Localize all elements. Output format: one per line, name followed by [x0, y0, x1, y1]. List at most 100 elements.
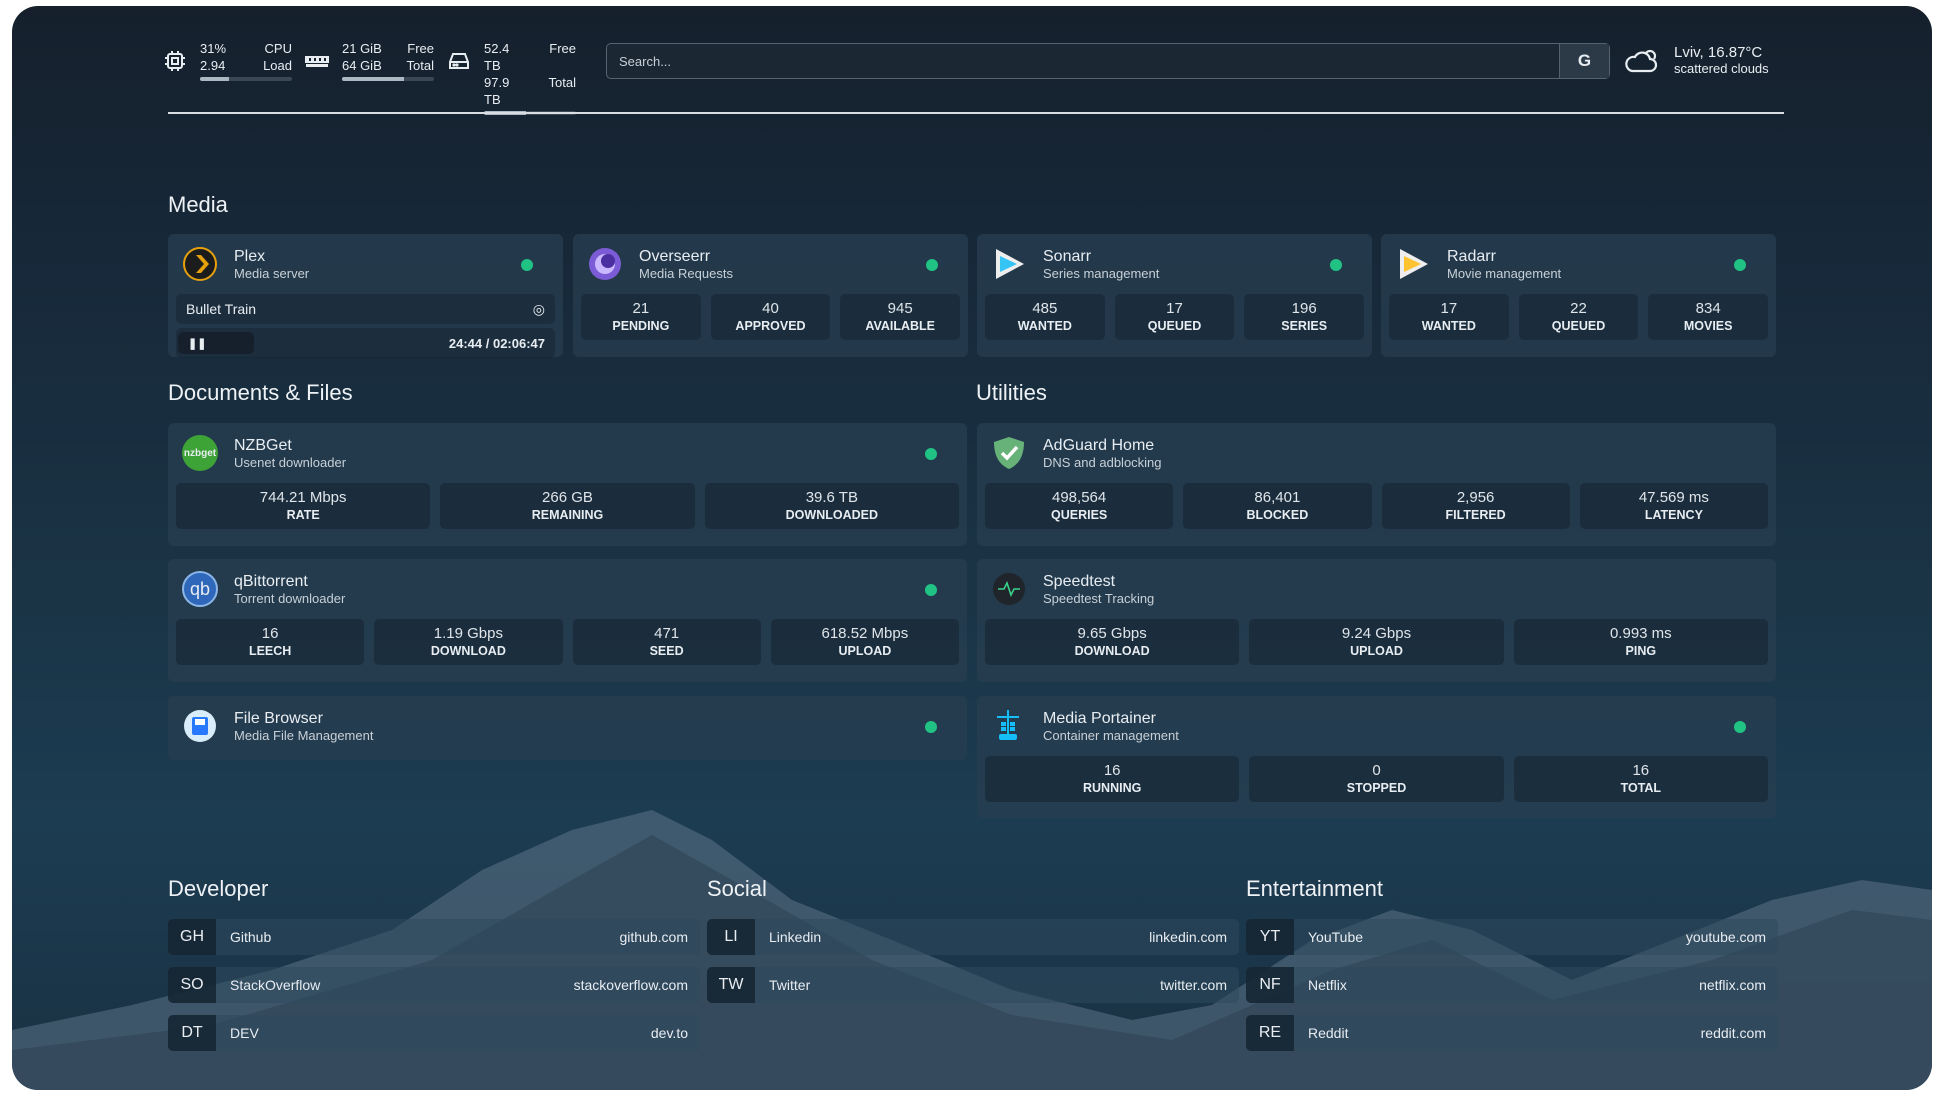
plex-logo-icon — [182, 246, 218, 282]
memory-free: 21 GiB — [342, 41, 382, 56]
bookmark-dev[interactable]: DT DEV dev.to — [168, 1015, 700, 1051]
service-card-adguard[interactable]: AdGuard Home DNS and adblocking 498,564 QUE… — [977, 423, 1776, 546]
filebrowser-logo-icon — [182, 708, 218, 744]
stat-block: 471 SEED — [572, 619, 761, 665]
service-card-speedtest[interactable]: Speedtest Speedtest Tracking 9.65 Gbps DOWN… — [977, 559, 1776, 682]
card-subtitle: Speedtest Tracking — [1043, 591, 1155, 606]
stat-block: 40 APPROVED — [710, 294, 831, 340]
cpu-widget: 31% CPU 2.94 Load — [162, 40, 292, 81]
playback-progress[interactable]: ❚❚ — [178, 332, 255, 354]
bookmark-abbr: DT — [168, 1015, 216, 1051]
now-playing-title: Bullet Train — [186, 301, 257, 317]
stat-block: 16 TOTAL — [1513, 756, 1768, 802]
service-card-sonarr[interactable]: Sonarr Series management 485 WANTED 17 QUEUED… — [977, 234, 1372, 357]
stat-value: 0 — [1372, 762, 1381, 779]
overseerr-logo-icon — [587, 246, 623, 282]
service-card-portainer[interactable]: Media Portainer Container management 16 RUN… — [977, 696, 1776, 818]
card-subtitle: Torrent downloader — [234, 591, 346, 606]
stat-value: 22 — [1570, 300, 1587, 317]
bookmark-url: netflix.com — [1699, 977, 1766, 993]
stat-label: MOVIES — [1683, 319, 1733, 333]
stat-block: 16 RUNNING — [985, 756, 1240, 802]
cloud-sun-icon — [1625, 49, 1658, 73]
service-card-filebrowser[interactable]: File Browser Media File Management — [168, 696, 967, 760]
free-label: Free — [407, 41, 434, 56]
stat-value: 17 — [1166, 300, 1183, 317]
stat-label: UPLOAD — [1350, 644, 1403, 658]
bookmark-body: Twitter twitter.com — [755, 967, 1239, 1003]
bookmark-github[interactable]: GH Github github.com — [168, 919, 700, 955]
card-header: File Browser Media File Management — [176, 696, 959, 756]
status-indicator — [1330, 259, 1342, 271]
status-indicator — [925, 584, 937, 596]
stat-label: SEED — [649, 644, 684, 658]
card-title: Overseerr — [639, 248, 711, 265]
bookmark-youtube[interactable]: YT YouTube youtube.com — [1246, 919, 1778, 955]
stat-label: STOPPED — [1346, 781, 1407, 795]
stat-label: WANTED — [1421, 319, 1476, 333]
stat-label: LATENCY — [1644, 508, 1703, 522]
cpu-label: CPU — [264, 41, 292, 56]
card-subtitle: Media File Management — [234, 728, 374, 743]
stat-value: 39.6 TB — [805, 489, 858, 506]
card-subtitle: Media Requests — [639, 266, 733, 281]
card-text: AdGuard Home DNS and adblocking — [1043, 436, 1162, 470]
stat-label: WANTED — [1017, 319, 1072, 333]
stat-value: 498,564 — [1052, 489, 1107, 506]
card-header: Media Portainer Container management — [985, 696, 1768, 756]
bookmark-twitter[interactable]: TW Twitter twitter.com — [707, 967, 1239, 1003]
card-header: Overseerr Media Requests — [581, 234, 960, 294]
weather-widget[interactable]: Lviv, 16.87°C scattered clouds — [1624, 44, 1769, 76]
bookmark-netflix[interactable]: NF Netflix netflix.com — [1246, 967, 1778, 1003]
bookmark-reddit[interactable]: RE Reddit reddit.com — [1246, 1015, 1778, 1051]
stat-block: 834 MOVIES — [1648, 294, 1769, 340]
search-provider-button[interactable]: G — [1559, 44, 1609, 78]
memory-widget: 21 GiB Free 64 GiB Total — [304, 40, 434, 81]
stat-value: 16 — [261, 625, 279, 642]
section-developer: Developer — [168, 876, 269, 901]
playback-time: 24:44 / 02:06:47 — [448, 335, 545, 351]
stat-block: 17 WANTED — [1389, 294, 1509, 340]
stat-block: 22 QUEUED — [1518, 294, 1639, 340]
pause-icon[interactable]: ❚❚ — [188, 337, 207, 350]
stat-value: 266 GB — [542, 489, 593, 506]
card-title: Plex — [234, 248, 266, 265]
stat-label: QUEUED — [1551, 319, 1606, 333]
stream-settings-icon[interactable]: ◎ — [532, 300, 545, 317]
service-card-qbittorrent[interactable]: qb qBittorrent Torrent downloader 16 LEECH 1.… — [168, 559, 967, 682]
bookmark-body: DEV dev.to — [216, 1015, 700, 1051]
card-stats: 498,564 QUERIES 86,401 BLOCKED 2,956 FILTERED… — [985, 483, 1768, 529]
bookmark-linkedin[interactable]: LI Linkedin linkedin.com — [707, 919, 1239, 955]
stat-block: 16 LEECH — [176, 619, 365, 665]
card-stats: 744.21 Mbps RATE 266 GB REMAINING 39.6 TB DOW… — [176, 483, 959, 529]
card-text: NZBGet Usenet downloader — [234, 436, 346, 470]
stat-block: 86,401 BLOCKED — [1183, 483, 1372, 529]
service-card-nzbget[interactable]: nzbget NZBGet Usenet downloader 744.21 Mbps… — [168, 423, 967, 546]
service-card-plex[interactable]: Plex Media server Bullet Train ◎ ❚❚ 24:44 / 0… — [168, 234, 563, 358]
card-text: Radarr Movie management — [1447, 247, 1561, 281]
bookmark-body: Netflix netflix.com — [1294, 967, 1778, 1003]
bookmark-stackoverflow[interactable]: SO StackOverflow stackoverflow.com — [168, 967, 700, 1003]
card-header: Sonarr Series management — [985, 234, 1364, 294]
service-card-radarr[interactable]: Radarr Movie management 17 WANTED 22 QUEUED 83… — [1381, 234, 1776, 357]
service-card-overseerr[interactable]: Overseerr Media Requests 21 PENDING 40 APPROV… — [573, 234, 968, 357]
stat-block: 0 STOPPED — [1249, 756, 1504, 802]
stat-block: 17 QUEUED — [1114, 294, 1235, 340]
section-social: Social — [707, 876, 767, 901]
stat-value: 16 — [1103, 762, 1121, 779]
bookmark-body: Reddit reddit.com — [1294, 1015, 1778, 1051]
bookmark-name: Github — [230, 929, 272, 945]
card-text: qBittorrent Torrent downloader — [234, 572, 345, 606]
stat-block: 945 AVAILABLE — [840, 294, 961, 340]
card-subtitle: Series management — [1043, 266, 1160, 281]
bookmark-url: stackoverflow.com — [573, 977, 688, 993]
search-input[interactable] — [607, 44, 1559, 78]
stat-block: 39.6 TB DOWNLOADED — [704, 483, 959, 529]
stat-value: 0.993 ms — [1609, 625, 1672, 642]
card-header: Radarr Movie management — [1389, 234, 1768, 294]
stat-label: DOWNLOADED — [785, 508, 878, 522]
bookmark-name: Netflix — [1308, 977, 1347, 993]
card-title: File Browser — [234, 710, 323, 727]
stat-value: 485 — [1032, 300, 1058, 317]
card-subtitle: Usenet downloader — [234, 455, 347, 470]
